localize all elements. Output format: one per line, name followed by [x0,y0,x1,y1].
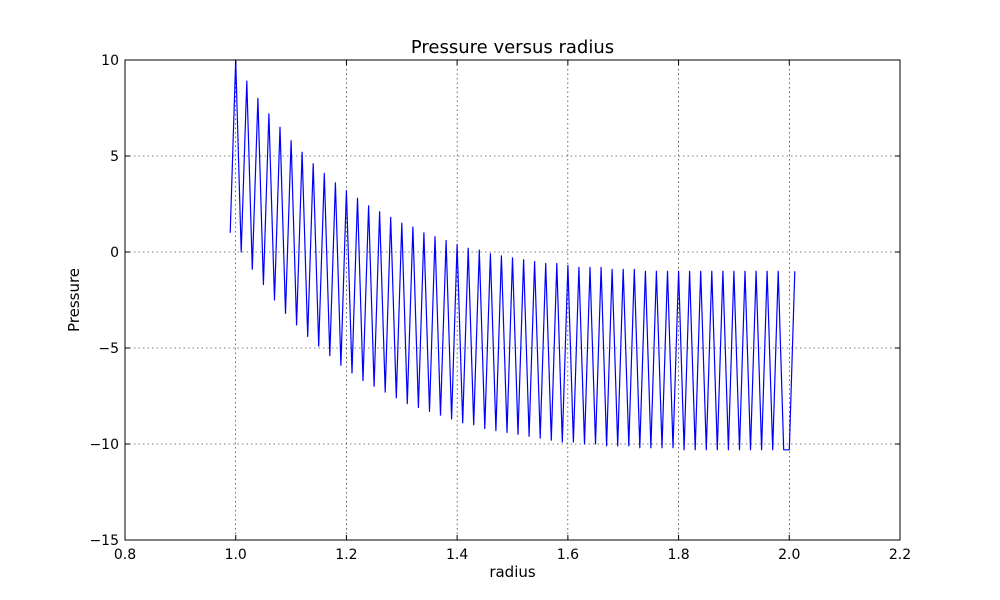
y-axis-ticks: −15 −10 −5 0 5 10 [89,53,900,549]
x-tick-label: 1.6 [557,547,579,563]
x-tick-label: 1.0 [225,547,247,563]
y-tick-label: 0 [110,245,119,261]
x-tick-label: 1.8 [667,547,689,563]
x-tick-label: 2.0 [778,547,800,563]
x-axis-label: radius [489,563,536,581]
x-tick-label: 0.8 [114,547,136,563]
plot-frame [124,59,901,541]
y-tick-label: −10 [89,437,119,453]
y-tick-label: 10 [101,53,119,69]
x-tick-label: 2.2 [889,547,911,563]
grid-lines [125,60,900,540]
y-tick-label: 5 [110,149,119,165]
y-tick-label: −15 [89,533,119,549]
x-tick-label: 1.4 [446,547,468,563]
y-axis-label: Pressure [65,268,83,332]
plot-series [229,59,796,451]
chart-title: Pressure versus radius [411,37,614,58]
y-tick-label: −5 [98,341,119,357]
x-tick-label: 1.2 [335,547,357,563]
x-axis-ticks: 0.8 1.0 1.2 1.4 1.6 1.8 2.0 2.2 [114,60,911,563]
pressure-series-line [229,59,796,451]
